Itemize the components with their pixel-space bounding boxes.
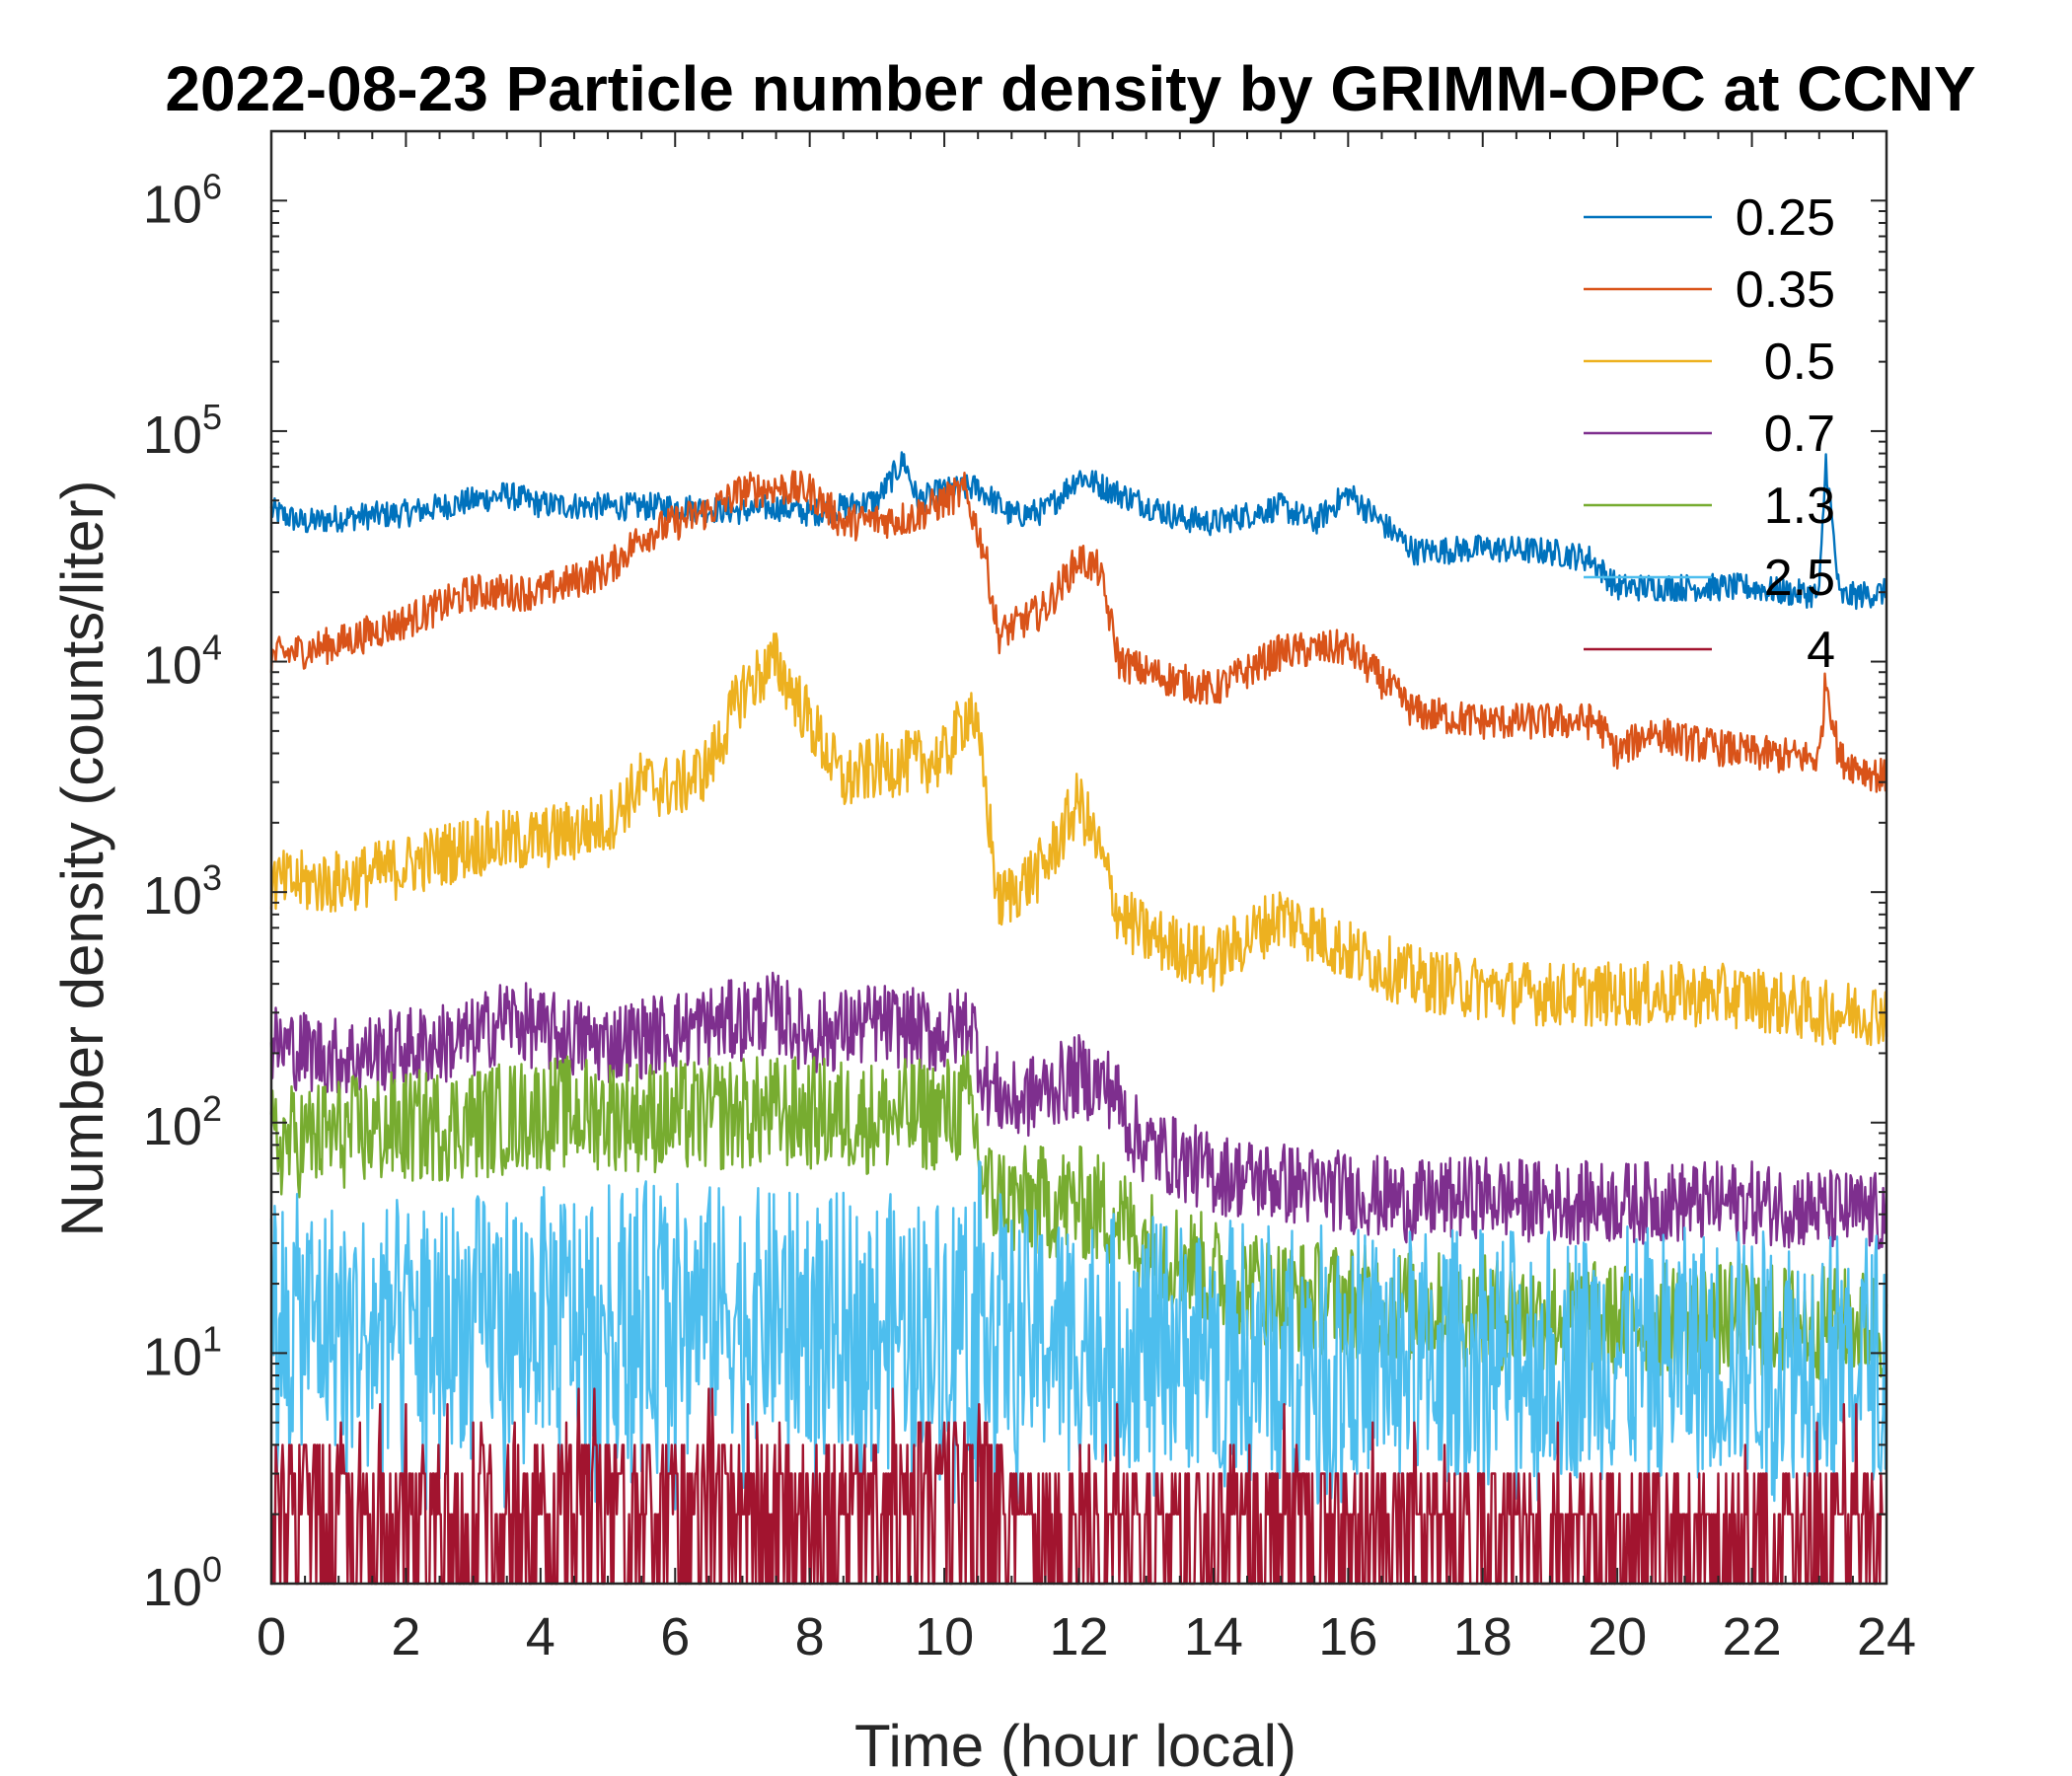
x-tick-labels: 0 2 4 6 8 10 12 14 16 18 20 22 24 (257, 1607, 1916, 1666)
legend-label-0.25: 0.25 (1736, 189, 1835, 247)
legend-label-2.5: 2.5 (1764, 550, 1835, 607)
axes (269, 129, 1888, 1586)
legend-label-1.3: 1.3 (1764, 478, 1835, 535)
legend-label-0.35: 0.35 (1736, 261, 1835, 319)
x-tick-label: 22 (1723, 1607, 1782, 1666)
x-tick-label: 24 (1857, 1607, 1916, 1666)
x-tick-label: 8 (795, 1607, 825, 1666)
legend: 0.25 0.35 0.5 0.7 1.3 2.5 4 (1584, 189, 1835, 679)
y-tick-label: 103 (143, 857, 222, 925)
x-tick-label: 12 (1049, 1607, 1108, 1666)
series-line-0.35 (269, 470, 1888, 793)
y-axis-title: Number density (counts/liter) (49, 481, 115, 1237)
x-tick-label: 2 (391, 1607, 420, 1666)
legend-label-0.7: 0.7 (1764, 406, 1835, 463)
x-tick-label: 20 (1588, 1607, 1647, 1666)
legend-label-4: 4 (1807, 622, 1835, 679)
y-tick-label: 104 (143, 628, 222, 696)
x-tick-label: 14 (1184, 1607, 1243, 1666)
x-tick-label: 0 (257, 1607, 286, 1666)
y-tick-labels: 100 101 102 103 104 105 106 (143, 166, 222, 1617)
y-tick-label: 101 (143, 1318, 222, 1386)
y-tick-label: 105 (143, 397, 222, 465)
series-line-0.5 (269, 632, 1888, 1047)
y-tick-label: 100 (143, 1549, 222, 1617)
x-tick-label: 6 (660, 1607, 690, 1666)
series-line-2.5 (269, 1159, 1888, 1515)
y-tick-label: 106 (143, 166, 222, 234)
chart-title: 2022-08-23 Particle number density by GR… (165, 53, 1975, 124)
y-tick-label: 102 (143, 1088, 222, 1156)
x-tick-label: 18 (1453, 1607, 1513, 1666)
x-tick-label: 10 (915, 1607, 974, 1666)
x-tick-label: 4 (526, 1607, 555, 1666)
series-line-0.7 (269, 971, 1888, 1250)
series-layer (269, 451, 1888, 1586)
series-line-0.25 (269, 451, 1888, 611)
legend-label-0.5: 0.5 (1764, 333, 1835, 391)
x-tick-label: 16 (1318, 1607, 1377, 1666)
x-axis-title: Time (hour local) (854, 1713, 1296, 1776)
